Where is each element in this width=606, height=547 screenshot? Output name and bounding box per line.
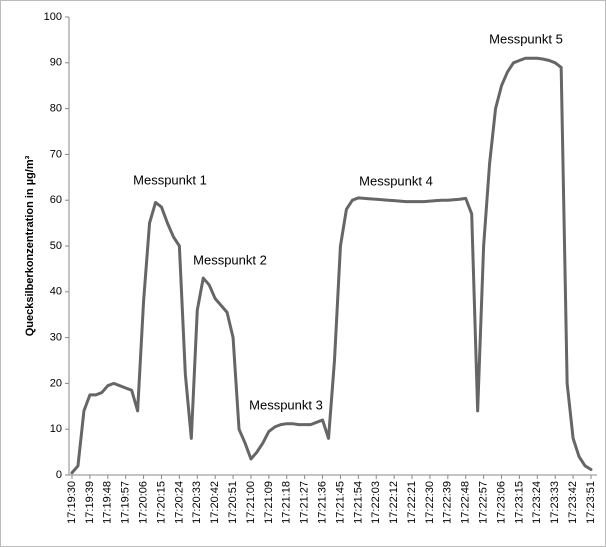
x-tick-label: 17:22:30	[424, 481, 436, 524]
y-tick-label: 100	[44, 11, 62, 23]
x-tick-label: 17:21:18	[281, 481, 293, 524]
y-tick-label: 50	[50, 240, 62, 252]
x-tick-label: 17:21:09	[263, 481, 275, 524]
annotation: Messpunkt 4	[359, 173, 433, 188]
y-tick-label: 10	[50, 423, 62, 435]
x-tick-label: 17:20:24	[173, 481, 185, 524]
x-tick-label: 17:22:12	[388, 481, 400, 524]
x-tick-label: 17:23:51	[585, 481, 597, 524]
x-tick-label: 17:20:06	[137, 481, 149, 524]
annotation: Messpunkt 2	[193, 252, 267, 267]
y-tick-label: 20	[50, 377, 62, 389]
x-tick-label: 17:20:51	[227, 481, 239, 524]
x-tick-label: 17:23:06	[495, 481, 507, 524]
x-tick-label: 17:23:33	[549, 481, 561, 524]
y-tick-label: 70	[50, 148, 62, 160]
annotation: Messpunkt 1	[133, 172, 207, 187]
x-tick-label: 17:21:27	[299, 481, 311, 524]
x-tick-label: 17:22:57	[478, 481, 490, 524]
y-tick-label: 30	[50, 332, 62, 344]
x-tick-label: 17:22:39	[442, 481, 454, 524]
x-tick-label: 17:22:03	[370, 481, 382, 524]
x-tick-label: 17:19:39	[84, 481, 96, 524]
y-tick-label: 80	[50, 103, 62, 115]
x-tick-label: 17:20:15	[155, 481, 167, 524]
y-tick-label: 0	[56, 469, 62, 481]
x-tick-label: 17:19:48	[102, 481, 114, 524]
x-tick-label: 17:22:21	[406, 481, 418, 524]
x-tick-label: 17:20:33	[191, 481, 203, 524]
x-tick-label: 17:23:42	[567, 481, 579, 524]
annotation: Messpunkt 3	[249, 397, 323, 412]
x-tick-label: 17:21:36	[316, 481, 328, 524]
x-tick-label: 17:23:24	[531, 481, 543, 524]
y-axis-label: Quecksilberkonzentration in µg/m³	[24, 155, 36, 336]
data-line	[70, 56, 593, 475]
x-tick-label: 17:19:57	[120, 481, 132, 524]
x-tick-label: 17:20:42	[209, 481, 221, 524]
x-tick-label: 17:21:54	[352, 481, 364, 524]
x-tick-label: 17:21:00	[245, 481, 257, 524]
annotation: Messpunkt 5	[489, 31, 563, 46]
y-tick-label: 40	[50, 286, 62, 298]
x-tick-label: 17:22:48	[460, 481, 472, 524]
x-tick-label: 17:19:30	[66, 481, 78, 524]
x-tick-label: 17:23:15	[513, 481, 525, 524]
y-tick-label: 90	[50, 57, 62, 69]
y-tick-label: 60	[50, 194, 62, 206]
x-tick-label: 17:21:45	[334, 481, 346, 524]
